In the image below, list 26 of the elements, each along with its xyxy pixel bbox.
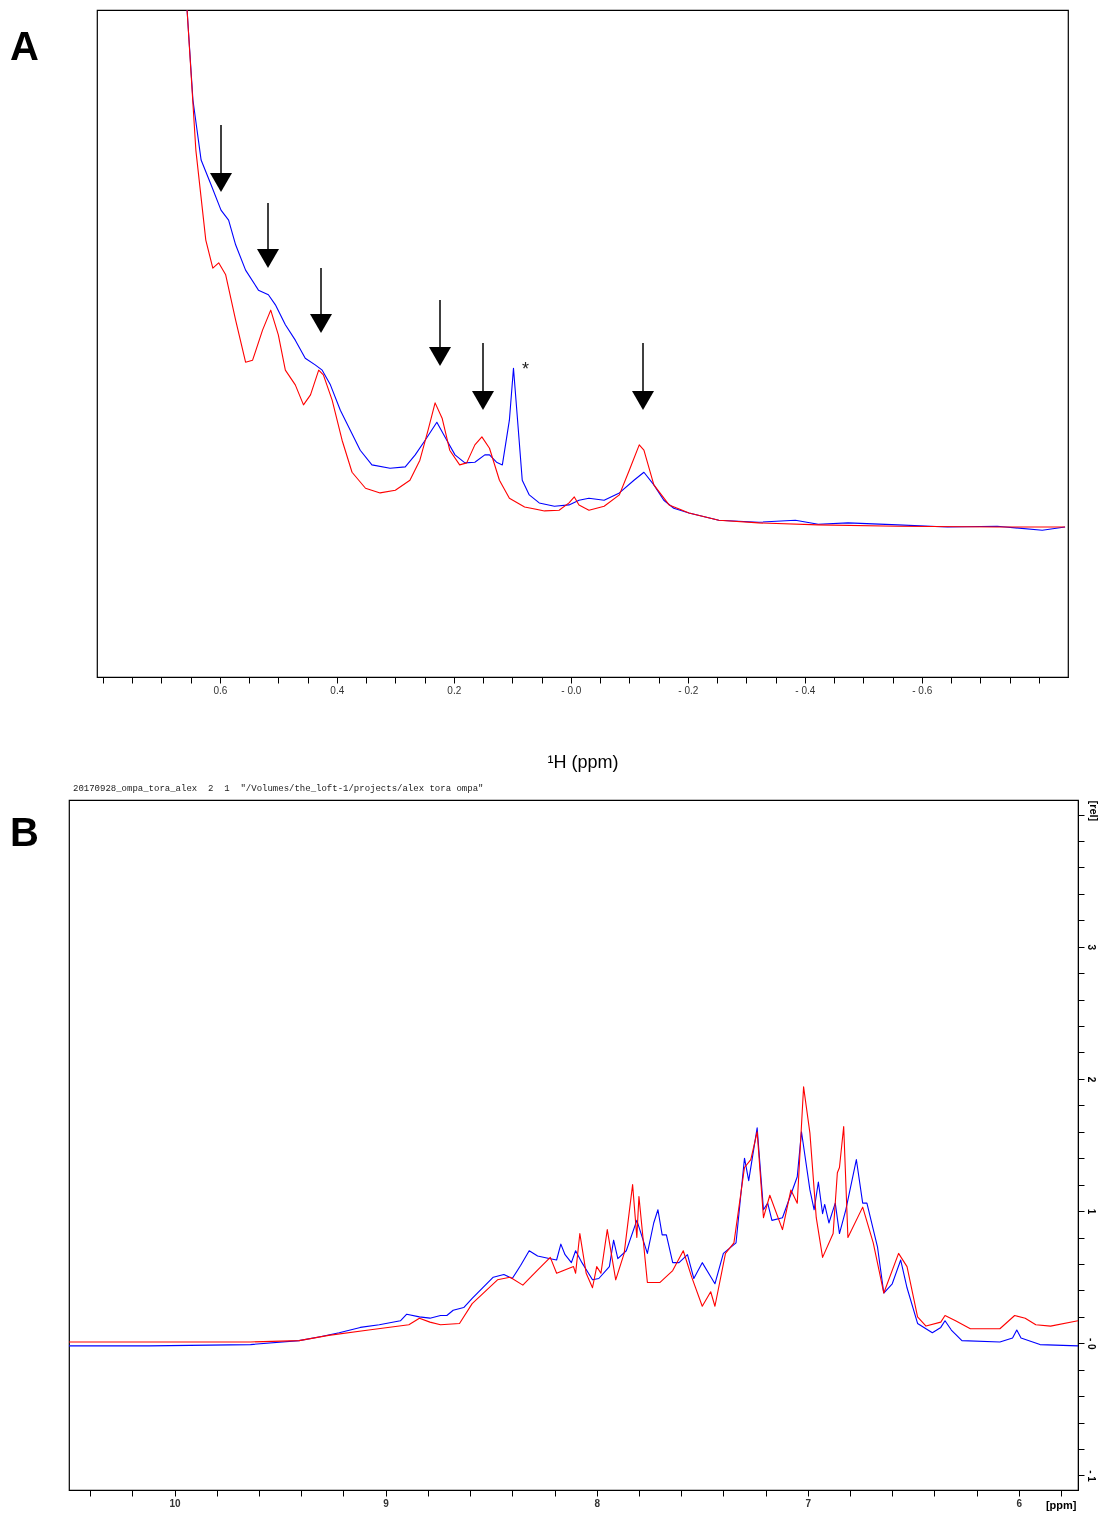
x-tick-label: - 0.0 [561,684,582,696]
y-axis-title: [rel] [1087,800,1099,822]
x-tick-label: 9 [383,1497,390,1509]
x-tick-label: - 0.4 [795,684,816,696]
x-tick-label: 8 [594,1497,601,1509]
chart-title: B [10,810,39,855]
x-tick-label: 7 [805,1497,812,1509]
y-tick-label: 3 [1085,944,1097,951]
text: 20170928_ompa_tora_alex 2 1 "/Volumes/the_loft-1/projects/alex tora ompa" [73,784,484,794]
x-tick-label: 0.6 [213,684,228,696]
x-axis-title: [ppm] [1045,1498,1077,1511]
x-tick-label: 6 [1016,1497,1023,1509]
line-series [69,1086,1078,1343]
x-tick-label: 0.2 [447,684,462,696]
x-tick-label: - 0.6 [912,684,933,696]
chart-title: A [10,24,39,69]
x-tick-label: 10 [169,1497,182,1509]
annotation: * [521,359,529,380]
line-series [69,1127,1078,1347]
y-tick-label: - 1 [1085,1470,1097,1483]
y-tick-label: 2 [1085,1076,1097,1083]
x-tick-label: - 0.2 [678,684,699,696]
y-tick-label: 1 [1085,1208,1097,1215]
x-tick-label: 0.4 [330,684,345,696]
x-axis-title: ¹H (ppm) [547,751,619,772]
y-tick-label: - 0 [1085,1337,1097,1351]
